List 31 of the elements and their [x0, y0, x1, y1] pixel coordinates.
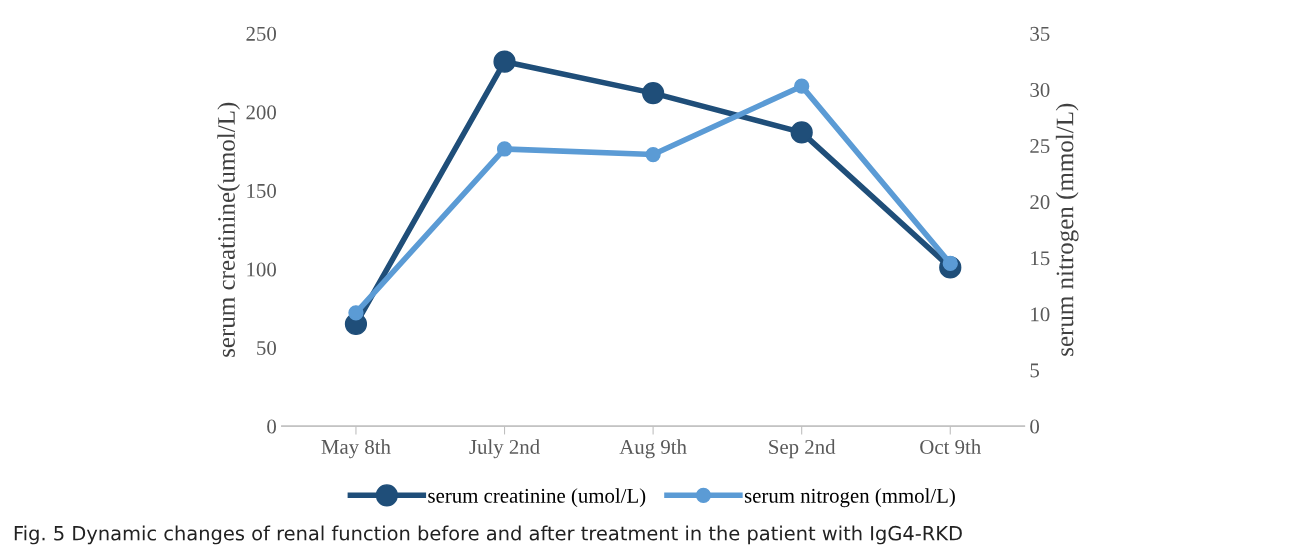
point: [496, 141, 513, 157]
x-tick-label: Oct 9th: [920, 439, 981, 454]
y-tick-label: 200: [246, 105, 276, 120]
point: [645, 146, 661, 163]
point: [790, 121, 813, 144]
y-tick-label: 50: [257, 340, 276, 355]
y2-axis-title: serum nitrogen (mmol/L): [1055, 103, 1079, 356]
y-tick-label: 250: [246, 26, 276, 41]
y2-tick-label: 15: [1031, 251, 1050, 266]
legend-label: serum creatinine (umol/L): [428, 488, 646, 508]
y2-tick-label: 35: [1030, 26, 1050, 41]
y2-tick-label: 25: [1030, 139, 1050, 154]
point: [348, 305, 364, 321]
y2-tick-label: 20: [1030, 195, 1050, 210]
x-tick-label: Aug 9th: [619, 439, 687, 459]
y-tick-label: 150: [247, 183, 276, 198]
x-tick-label: May 8th: [321, 439, 391, 459]
point: [794, 78, 810, 94]
y2-tick-label: 5: [1030, 363, 1040, 378]
caption: Fig. 5 Dynamic changes of renal function before and after treatment in the patient with IgG4-RKD: [14, 525, 962, 545]
y2-tick-label: 0: [1030, 419, 1040, 434]
point: [493, 50, 516, 73]
y-axis-title: serum creatinine(umol/L): [217, 102, 240, 357]
x-tick-label: July 2nd: [469, 439, 540, 459]
legend-label: serum nitrogen (mmol/L): [744, 488, 955, 508]
y2-tick-label: 30: [1030, 82, 1050, 97]
x-tick-label: Sep 2nd: [769, 439, 836, 459]
y2-tick-label: 10: [1031, 307, 1050, 322]
y-tick-label: 0: [267, 419, 276, 434]
point: [641, 81, 665, 105]
y-tick-label: 100: [247, 262, 276, 277]
